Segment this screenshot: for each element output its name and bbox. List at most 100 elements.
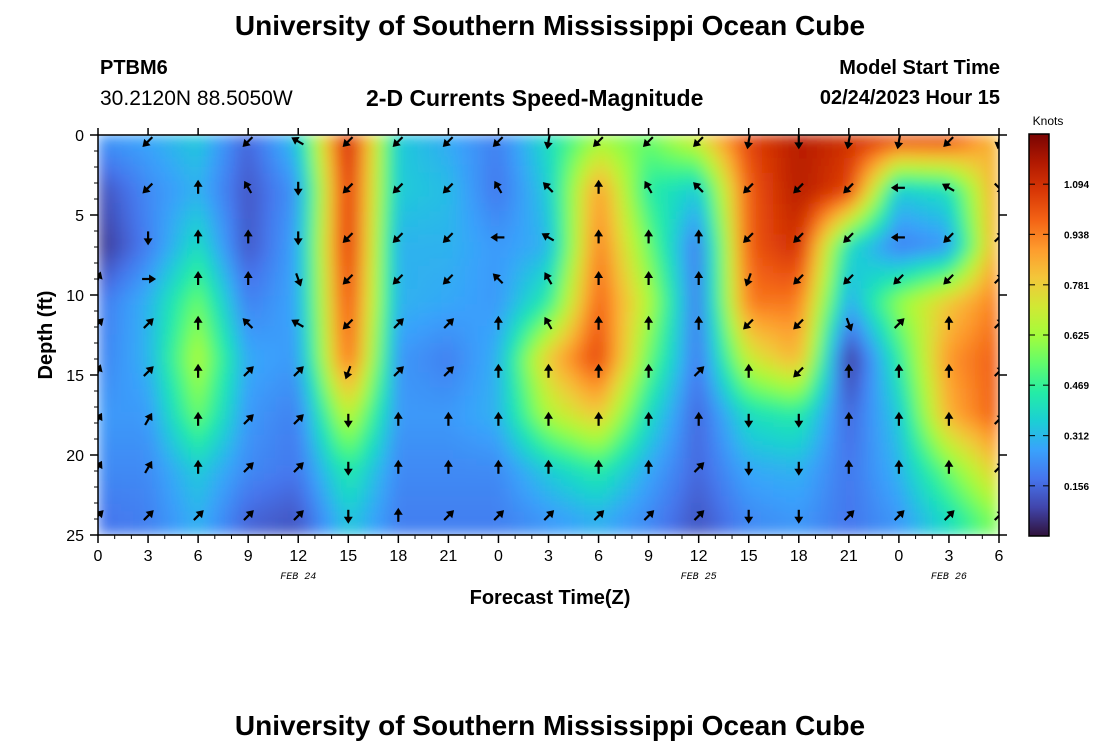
heatmap-cell	[974, 211, 988, 221]
heatmap-cell	[536, 165, 549, 174]
heatmap-cell	[856, 280, 870, 290]
heatmap-cell	[465, 349, 478, 359]
heatmap-cell	[749, 519, 763, 528]
heatmap-cell	[773, 249, 787, 259]
heatmap-cell	[322, 142, 336, 151]
heatmap-cell	[370, 372, 384, 382]
heatmap-cell	[749, 234, 763, 244]
heatmap-cell	[690, 257, 704, 267]
heatmap-cell	[239, 457, 253, 467]
heatmap-cell	[868, 219, 881, 228]
heatmap-cell	[654, 426, 668, 436]
heatmap-cell	[951, 334, 964, 344]
heatmap-cell	[654, 488, 668, 498]
heatmap-cell	[702, 472, 715, 482]
heatmap-cell	[453, 219, 467, 228]
heatmap-cell	[358, 419, 372, 428]
heatmap-cell	[737, 349, 751, 359]
heatmap-cell	[678, 188, 692, 198]
heatmap-cell	[441, 303, 455, 313]
heatmap-cell	[571, 296, 585, 305]
heatmap-cell	[98, 434, 111, 444]
heatmap-cell	[417, 496, 431, 505]
heatmap-cell	[429, 203, 443, 213]
heatmap-cell	[441, 372, 455, 382]
heatmap-cell	[903, 449, 917, 459]
heatmap-cell	[156, 226, 170, 236]
heatmap-cell	[109, 465, 123, 474]
heatmap-cell	[98, 288, 111, 298]
heatmap-cell	[204, 219, 218, 228]
heatmap-cell	[630, 280, 644, 290]
heatmap-cell	[334, 526, 348, 535]
heatmap-cell	[156, 188, 170, 198]
heatmap-cell	[891, 380, 905, 390]
heatmap-cell	[796, 334, 810, 344]
heatmap-cell	[393, 388, 407, 398]
heatmap-cell	[239, 234, 253, 244]
heatmap-cell	[405, 219, 419, 228]
heatmap-cell	[891, 249, 905, 259]
heatmap-cell	[465, 403, 478, 413]
heatmap-cell	[204, 257, 218, 267]
heatmap-cell	[536, 272, 549, 282]
heatmap-cell	[275, 172, 289, 182]
heatmap-cell	[133, 465, 146, 474]
heatmap-cell	[915, 349, 929, 359]
heatmap-cell	[346, 319, 360, 328]
heatmap-cell	[500, 372, 514, 382]
heatmap-cell	[512, 288, 526, 298]
x-axis-label: Forecast Time(Z)	[470, 587, 631, 609]
heatmap-cell	[465, 319, 478, 328]
heatmap-cell	[891, 472, 905, 482]
heatmap-cell	[417, 526, 431, 535]
heatmap-cell	[749, 188, 763, 198]
heatmap-cell	[488, 372, 502, 382]
heatmap-cell	[761, 242, 775, 251]
current-arrow	[143, 366, 154, 377]
heatmap-cell	[879, 149, 893, 159]
heatmap-cell	[263, 465, 277, 474]
heatmap-cell	[785, 503, 798, 513]
heatmap-cell	[405, 188, 419, 198]
heatmap-cell	[465, 288, 478, 298]
heatmap-cell	[773, 472, 787, 482]
heatmap-cell	[832, 472, 846, 482]
heatmap-cell	[144, 403, 158, 413]
heatmap-cell	[453, 526, 467, 535]
heatmap-cell	[583, 242, 597, 251]
heatmap-cell	[737, 503, 751, 513]
heatmap-cell	[642, 349, 656, 359]
heatmap-cell	[216, 403, 229, 413]
current-arrow	[243, 271, 253, 285]
heatmap-cell	[275, 434, 289, 444]
heatmap-cell	[713, 149, 727, 159]
heatmap-cell	[654, 342, 668, 351]
heatmap-cell	[133, 519, 146, 528]
heatmap-cell	[512, 135, 526, 144]
heatmap-cell	[832, 135, 846, 144]
heatmap-cell	[429, 219, 443, 228]
heatmap-cell	[725, 488, 739, 498]
heatmap-cell	[346, 303, 360, 313]
heatmap-cell	[287, 357, 301, 367]
heatmap-cell	[796, 257, 810, 267]
heatmap-cell	[986, 519, 999, 528]
heatmap-cell	[393, 472, 407, 482]
heatmap-cell	[370, 388, 384, 398]
heatmap-cell	[133, 396, 146, 405]
heatmap-cell	[808, 165, 822, 174]
heatmap-cell	[239, 349, 253, 359]
heatmap-cell	[761, 135, 775, 144]
heatmap-cell	[133, 234, 146, 244]
heatmap-cell	[927, 496, 941, 505]
heatmap-cell	[109, 519, 123, 528]
heatmap-cell	[168, 135, 182, 144]
heatmap-cell	[915, 396, 929, 405]
heatmap-cell	[429, 411, 443, 421]
heatmap-cell	[204, 334, 218, 344]
heatmap-cell	[666, 480, 680, 490]
heatmap-cell	[903, 142, 917, 151]
heatmap-cell	[761, 349, 775, 359]
heatmap-cell	[607, 465, 621, 474]
